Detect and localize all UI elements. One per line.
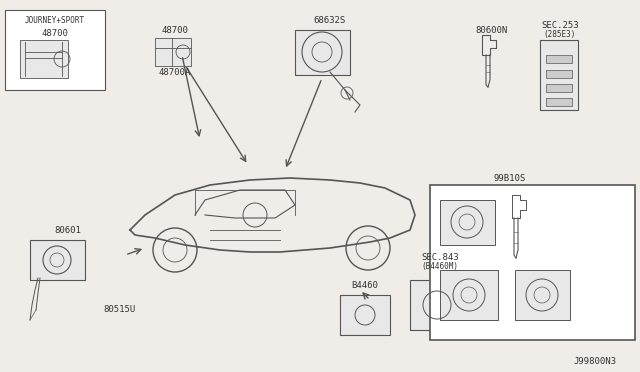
Bar	[30, 240, 85, 280]
Text: 80600N: 80600N	[476, 26, 508, 35]
Text: SEC.843: SEC.843	[421, 253, 459, 263]
Bar	[5, 10, 105, 90]
Bar	[546, 70, 572, 78]
Text: 68632S: 68632S	[314, 16, 346, 25]
Text: 80515U: 80515U	[104, 305, 136, 314]
Bar	[440, 270, 498, 320]
Text: 48700A: 48700A	[159, 67, 191, 77]
Bar	[295, 30, 350, 75]
Bar	[410, 280, 465, 330]
Bar	[155, 38, 191, 66]
Text: J99800N3: J99800N3	[573, 357, 616, 366]
Text: JOURNEY+SPORT: JOURNEY+SPORT	[25, 16, 85, 25]
Text: B4460: B4460	[351, 280, 378, 289]
Text: 99B10S: 99B10S	[494, 173, 526, 183]
Bar	[20, 40, 68, 78]
Bar	[546, 98, 572, 106]
Text: SEC.253: SEC.253	[541, 20, 579, 29]
Bar	[440, 200, 495, 245]
Text: 48700: 48700	[161, 26, 188, 35]
Text: (285E3): (285E3)	[544, 29, 576, 38]
Text: 80601: 80601	[54, 225, 81, 234]
Bar	[340, 295, 390, 335]
Bar	[430, 185, 635, 340]
Text: (B4460M): (B4460M)	[422, 263, 458, 272]
Bar	[540, 40, 578, 110]
Text: 48700: 48700	[42, 29, 68, 38]
Bar	[515, 270, 570, 320]
Bar	[546, 55, 572, 63]
Bar	[546, 84, 572, 92]
